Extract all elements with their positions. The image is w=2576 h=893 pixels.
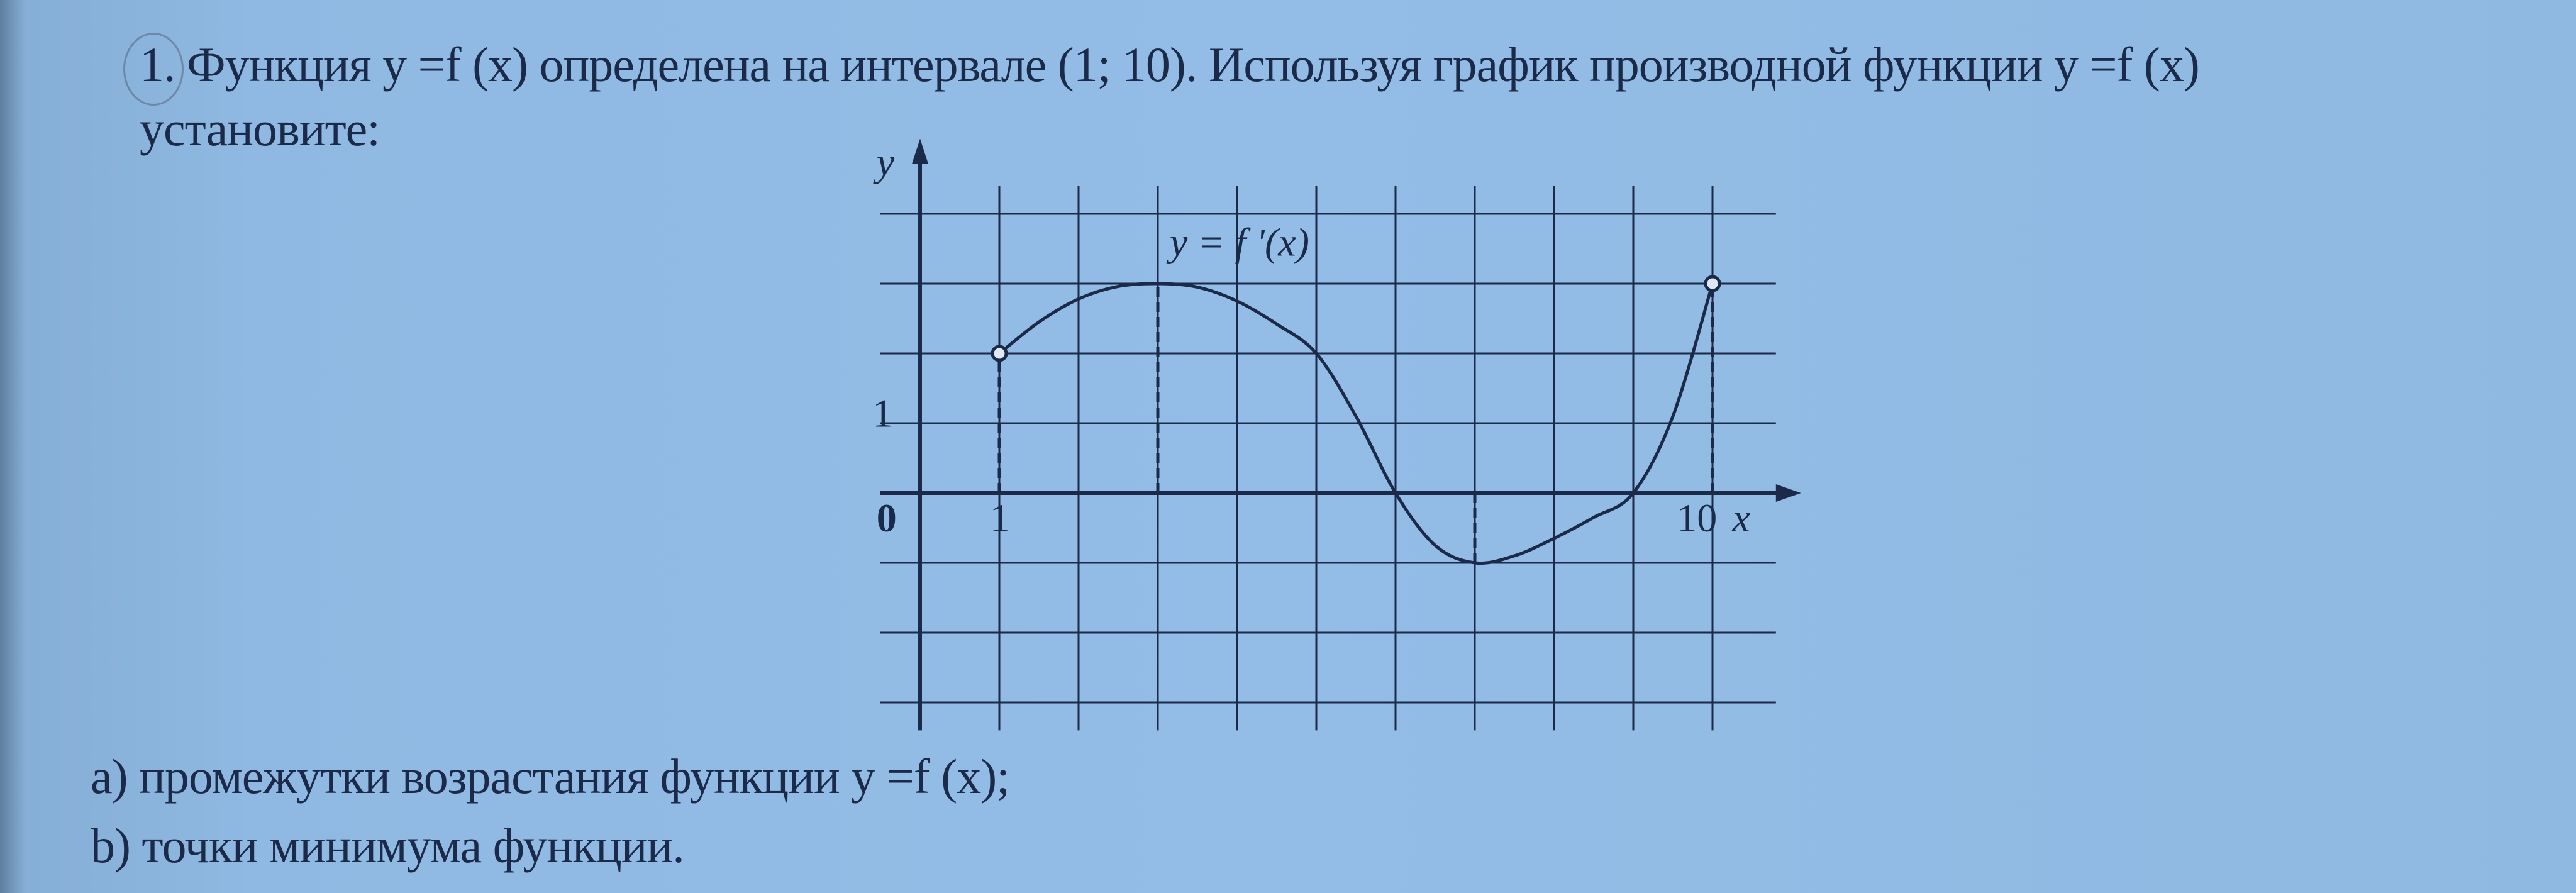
derivative-curve: [998, 282, 1714, 565]
y-tick-label-1: 1: [872, 391, 892, 436]
open-endpoint: [1704, 275, 1721, 292]
y-axis-label: y: [873, 140, 895, 184]
x-tick-label-0: 0: [877, 496, 897, 540]
curve-label: y = f '(x): [1166, 220, 1309, 265]
question-b: b) точки минимума функции.: [91, 818, 685, 873]
problem-statement-continued: установите:: [140, 101, 380, 156]
hand-drawn-circle: [123, 33, 184, 106]
y-axis-arrow: [912, 138, 928, 164]
open-endpoint: [991, 345, 1008, 362]
x-axis-label: x: [1732, 496, 1750, 540]
question-a: a) промежутки возрастания функции y =f (…: [91, 749, 1010, 804]
problem-statement: 1. Функция y =f (x) определена на интерв…: [140, 37, 2200, 92]
x-tick-label-10: 10: [1677, 496, 1717, 540]
x-axis-arrow: [1775, 484, 1801, 502]
x-tick-label-1: 1: [990, 496, 1010, 540]
